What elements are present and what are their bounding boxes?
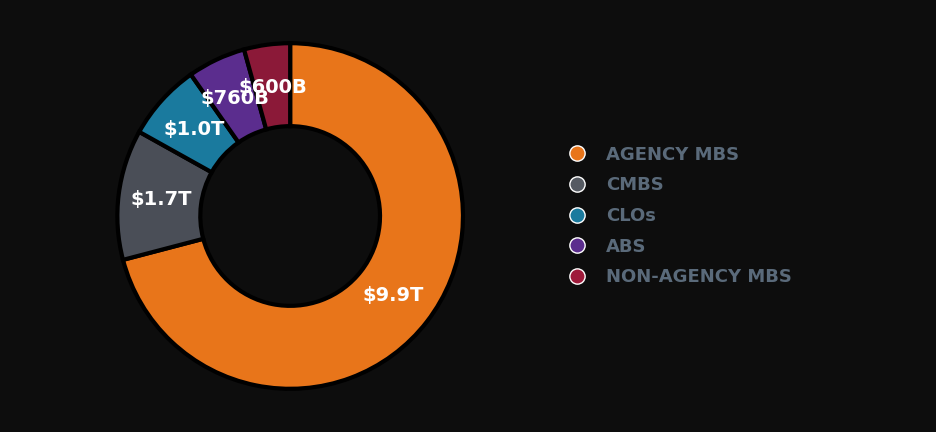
Wedge shape xyxy=(191,49,266,143)
Text: $9.9T: $9.9T xyxy=(362,286,423,305)
Legend: AGENCY MBS, CMBS, CLOs, ABS, NON-AGENCY MBS: AGENCY MBS, CMBS, CLOs, ABS, NON-AGENCY … xyxy=(552,139,799,293)
Text: $1.7T: $1.7T xyxy=(131,190,192,209)
Wedge shape xyxy=(244,43,290,130)
Wedge shape xyxy=(139,75,239,172)
Text: $600B: $600B xyxy=(239,78,307,97)
Text: $760B: $760B xyxy=(200,89,270,108)
Text: $1.0T: $1.0T xyxy=(163,120,225,139)
Wedge shape xyxy=(123,43,463,389)
Wedge shape xyxy=(117,132,212,260)
